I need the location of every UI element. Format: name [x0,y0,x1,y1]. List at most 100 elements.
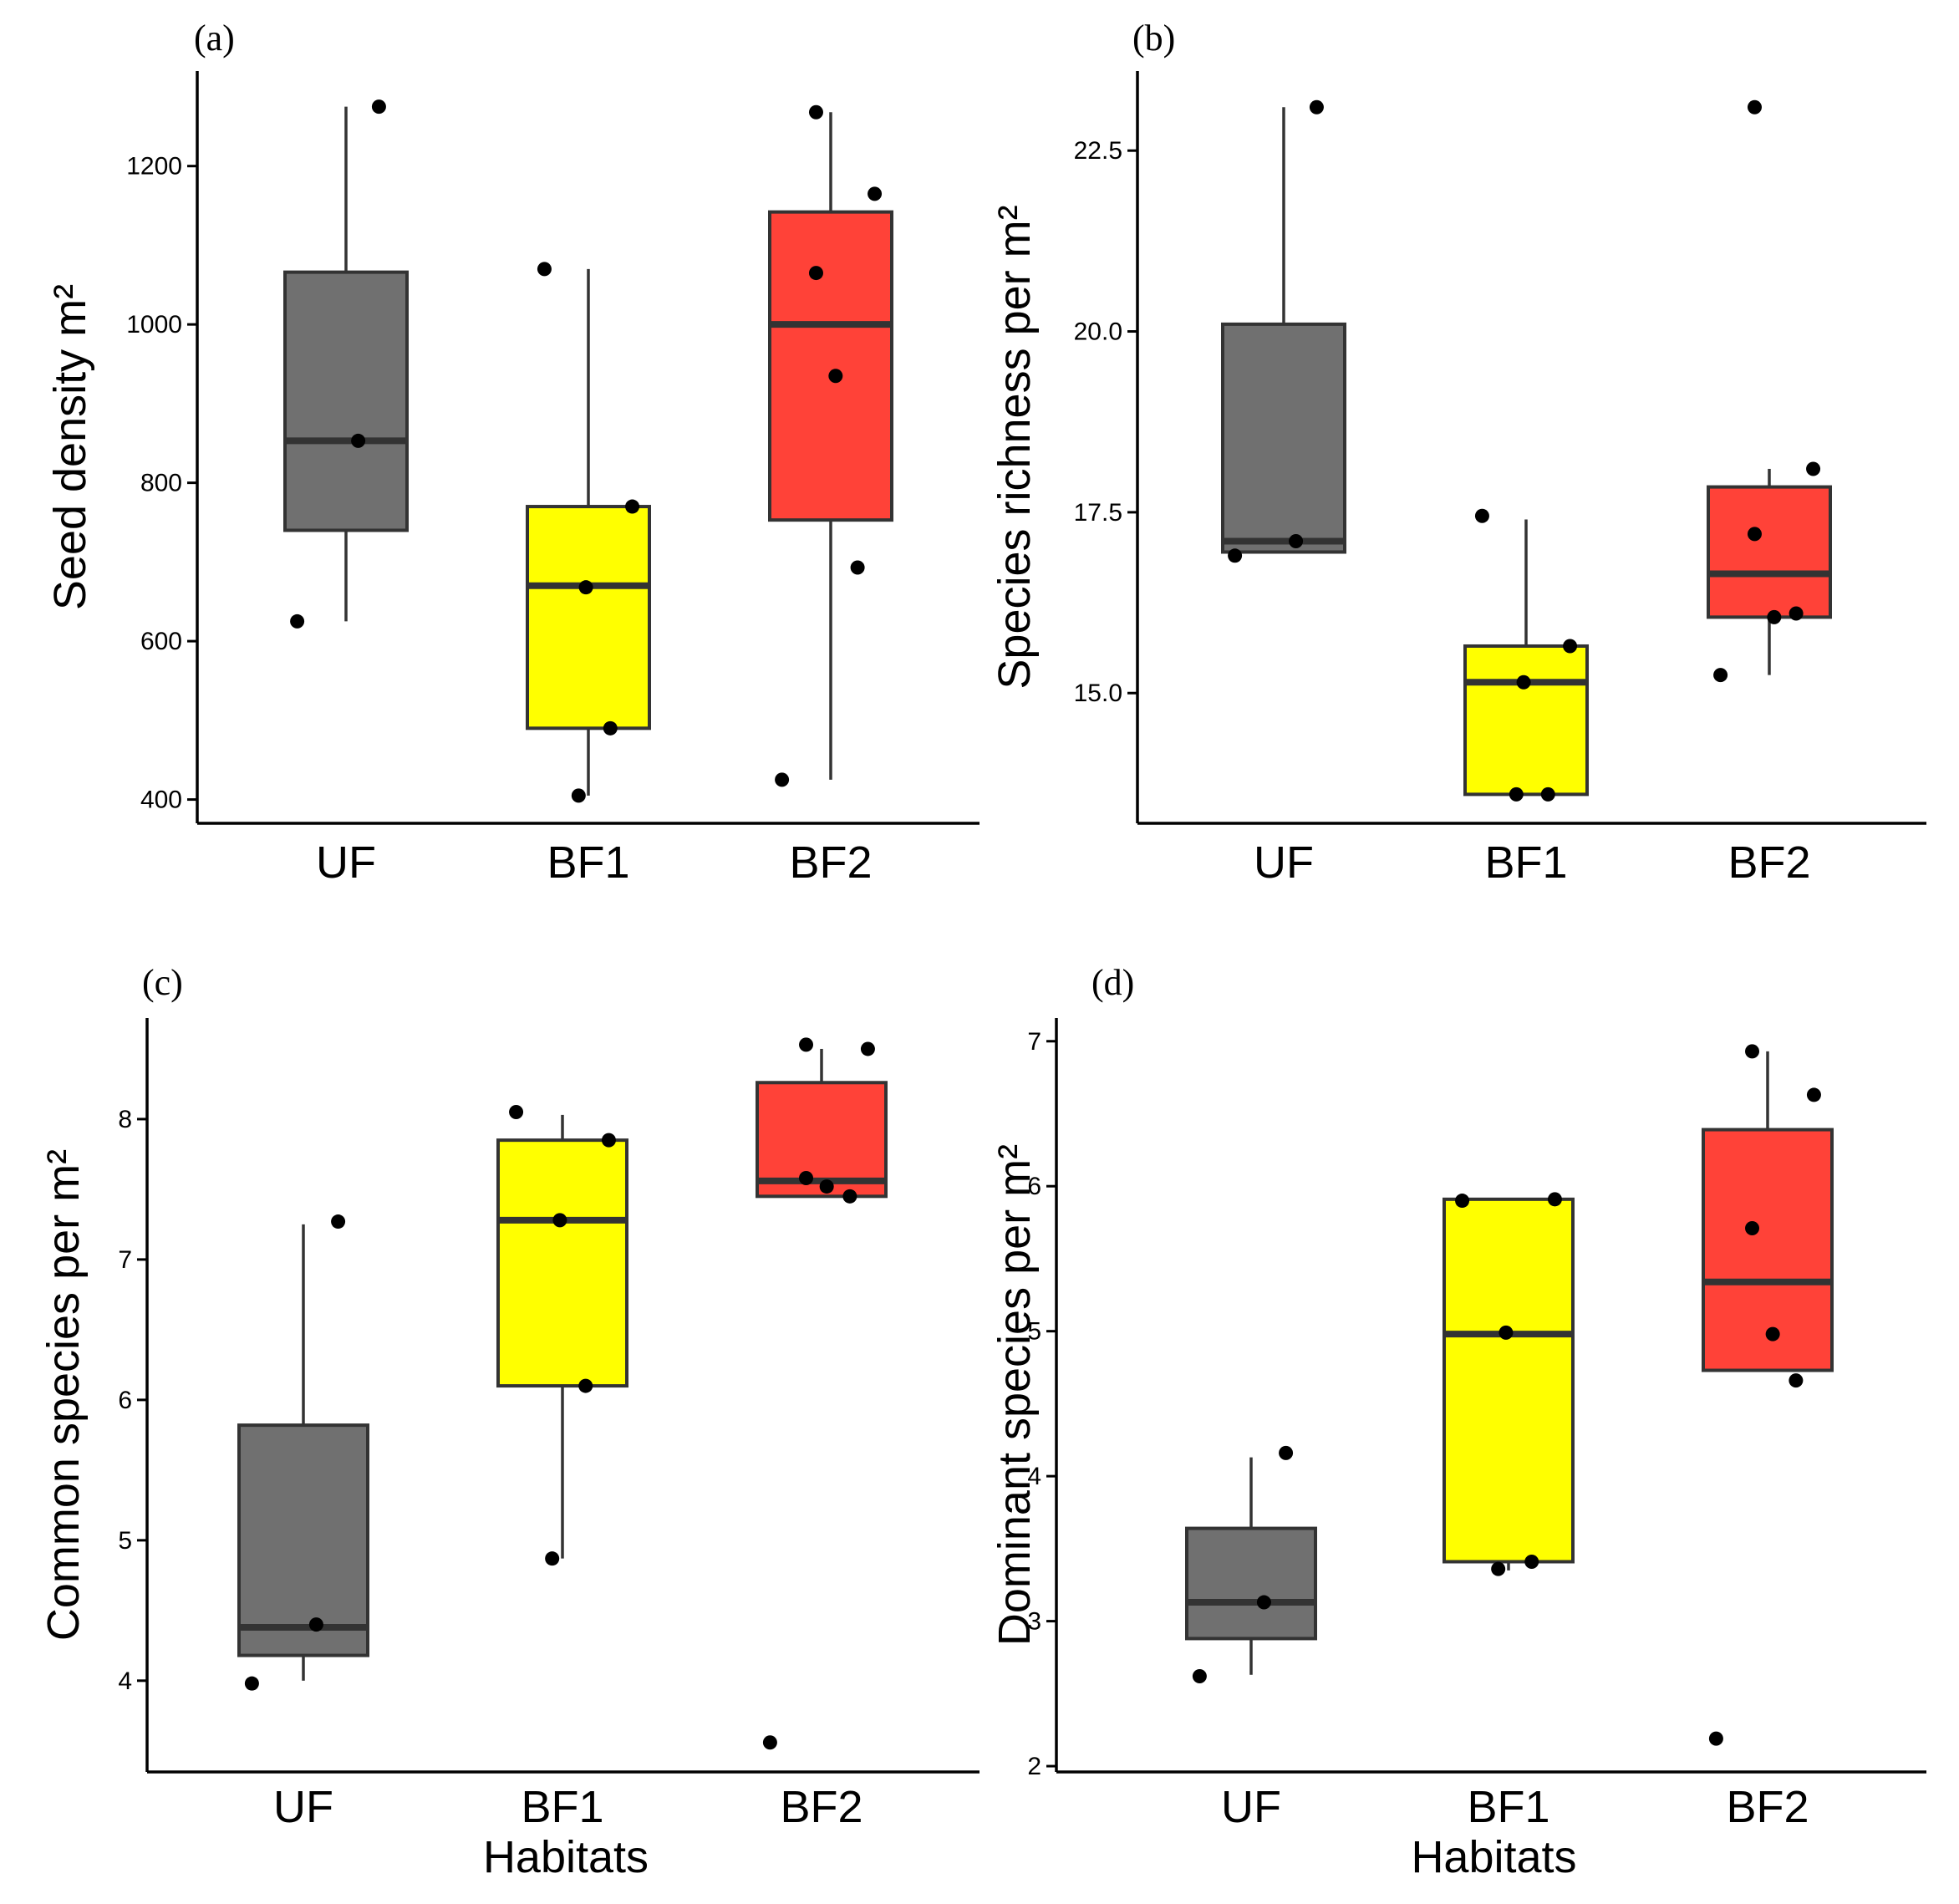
panel-b: (b) 15.0 17.5 20.0 22.5 UF BF1 BF2 Species richn… [990,18,1926,888]
box-body [283,270,409,532]
y-tick-label: 15.0 [1074,680,1122,707]
x-tick-label-uf: UF [273,1782,333,1832]
data-point-bf2 [1745,1221,1760,1236]
x-tick-label-uf: UF [316,837,376,888]
x-tick-label-uf: UF [1221,1782,1281,1832]
data-point-bf2 [1745,1044,1760,1059]
x-tick-label-bf1: BF1 [521,1782,603,1832]
box-uf [1185,1457,1317,1675]
data-point-uf [244,1676,259,1691]
data-point-bf2 [1789,1373,1804,1388]
data-point-bf1 [1524,1554,1539,1569]
y-axis-title: Dominant species per m² [990,1144,1040,1646]
data-point-uf [290,613,305,629]
y-tick-label: 6 [1027,1173,1041,1200]
data-point-uf [351,433,366,448]
data-point-uf [331,1214,346,1229]
data-point-bf1 [625,499,640,514]
x-tick-label-bf2: BF2 [780,1782,862,1832]
panel-label: (a) [194,18,235,59]
y-tick-label: 8 [118,1106,132,1133]
data-point-uf [1228,548,1243,563]
y-tick-label: 800 [140,470,182,497]
box-bf1 [496,1114,628,1559]
box-bf1 [526,268,651,796]
data-point-bf2 [868,186,883,201]
y-tick-label: 7 [1027,1028,1041,1056]
panel-label: (c) [142,962,183,1003]
data-point-bf2 [762,1735,777,1750]
box-body [526,505,651,731]
data-point-bf1 [509,1105,524,1120]
data-point-bf2 [1789,606,1804,621]
data-point-bf2 [808,104,823,120]
data-point-bf1 [601,1133,616,1148]
data-point-bf1 [578,580,593,595]
x-tick-label-bf2: BF2 [789,837,872,888]
x-axis-title: Habitats [483,1832,649,1882]
y-tick-label: 400 [140,787,182,814]
data-point-bf1 [578,1378,593,1393]
y-tick-label: 3 [1027,1608,1041,1636]
box-body [1463,644,1589,797]
data-point-bf1 [537,262,552,277]
data-point-uf [1309,99,1324,115]
data-point-bf1 [1547,1192,1562,1207]
data-point-bf2 [1806,461,1821,476]
x-tick-label-bf2: BF2 [1727,837,1810,888]
y-tick-label: 17.5 [1074,499,1122,527]
data-point-bf2 [1765,1326,1780,1341]
data-point-bf2 [808,266,823,281]
data-point-uf [1256,1595,1271,1610]
x-tick-label-uf: UF [1254,837,1314,888]
panel-a: (a) 400 600 800 1000 1200 UF BF1 BF2 Seed density… [45,18,980,888]
y-tick-label: 7 [118,1246,132,1274]
box-body [1221,322,1346,554]
panel-label: (d) [1091,962,1134,1003]
panel-c: (c) 4 5 6 7 8 UF BF1 BF2 Common species per m² Hab… [38,962,980,1882]
data-point-uf [1192,1669,1207,1684]
data-point-bf1 [1540,787,1555,802]
y-tick-label: 20.0 [1074,318,1122,346]
x-tick-label-bf1: BF1 [1484,837,1567,888]
y-tick-label: 4 [118,1667,132,1695]
y-tick-label: 5 [1027,1318,1041,1346]
data-point-bf2 [828,369,843,384]
data-point-bf2 [799,1037,814,1052]
data-point-bf2 [1708,1731,1723,1746]
y-axis-title: Seed density m² [45,284,95,610]
data-point-uf [371,99,386,115]
data-point-bf1 [1516,675,1531,690]
x-tick-label-bf1: BF1 [1467,1782,1549,1832]
data-point-bf2 [1747,99,1762,115]
box-uf [283,106,409,622]
data-point-bf2 [860,1041,875,1056]
box-body [756,1081,888,1199]
y-axis-title: Common species per m² [38,1149,89,1641]
data-point-bf1 [1509,787,1524,802]
y-tick-label: 22.5 [1074,137,1122,165]
box-bf1 [1463,519,1589,797]
y-tick-label: 6 [118,1387,132,1414]
box-bf2 [756,1048,888,1199]
y-tick-label: 1000 [126,311,182,339]
data-point-uf [308,1617,323,1632]
data-point-bf2 [850,560,865,575]
box-bf2 [768,112,893,780]
x-axis-title: Habitats [1411,1832,1576,1882]
panel-d: (d) 2 3 4 5 6 7 UF BF1 BF2 Dominant species per m²… [990,962,1926,1882]
x-tick-label-bf2: BF2 [1726,1782,1809,1832]
box-body [237,1423,369,1657]
box-body [1185,1526,1317,1641]
data-point-bf1 [1455,1194,1470,1209]
data-point-uf [1289,534,1304,548]
data-point-bf1 [545,1551,560,1566]
data-point-bf2 [775,772,790,787]
data-point-uf [1279,1445,1294,1460]
y-tick-label: 2 [1027,1753,1041,1780]
box-bf1 [1443,1197,1575,1571]
box-uf [1221,107,1346,554]
data-point-bf1 [603,720,618,736]
data-point-bf2 [1747,527,1762,542]
